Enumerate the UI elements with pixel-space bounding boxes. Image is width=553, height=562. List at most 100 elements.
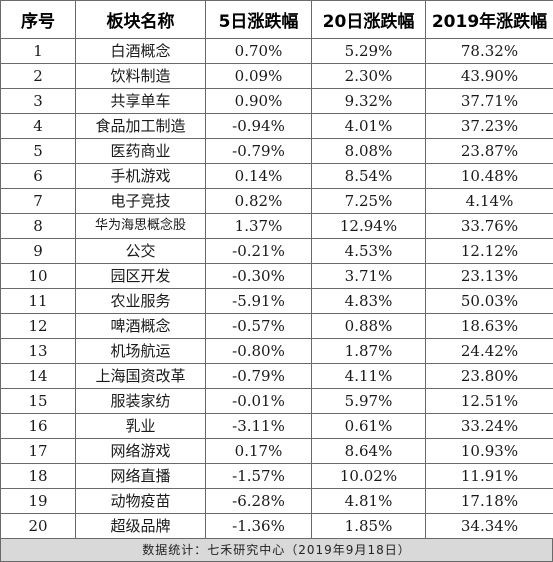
table-row: 6 手机游戏 0.14% 8.54% 10.48% [0, 163, 553, 189]
cell-index: 20 [0, 513, 76, 539]
cell-index: 2 [0, 63, 76, 89]
cell-sector: 手机游戏 [75, 163, 206, 189]
cell-sector: 服装家纺 [75, 388, 206, 414]
table-row: 4 食品加工制造 -0.94% 4.01% 37.23% [0, 113, 553, 139]
cell-change-2019: 12.12% [425, 238, 553, 264]
cell-change-2019: 12.51% [425, 388, 553, 414]
cell-change-5d: -1.36% [205, 513, 312, 539]
cell-change-5d: -0.30% [205, 263, 312, 289]
cell-sector: 乳业 [75, 413, 206, 439]
cell-sector: 网络直播 [75, 463, 206, 489]
cell-change-5d: 0.90% [205, 88, 312, 114]
cell-change-2019: 37.23% [425, 113, 553, 139]
cell-change-2019: 24.42% [425, 338, 553, 364]
cell-change-2019: 23.87% [425, 138, 553, 164]
header-index: 序号 [0, 0, 76, 39]
cell-index: 11 [0, 288, 76, 314]
cell-change-2019: 10.48% [425, 163, 553, 189]
header-change-20d: 20日涨跌幅 [311, 0, 426, 39]
cell-sector: 超级品牌 [75, 513, 206, 539]
cell-index: 15 [0, 388, 76, 414]
cell-change-5d: -0.21% [205, 238, 312, 264]
cell-change-2019: 50.03% [425, 288, 553, 314]
cell-change-2019: 23.13% [425, 263, 553, 289]
cell-change-2019: 43.90% [425, 63, 553, 89]
cell-change-2019: 78.32% [425, 38, 553, 64]
cell-index: 14 [0, 363, 76, 389]
cell-sector: 华为海思概念股 [75, 213, 206, 239]
table-row: 17 网络游戏 0.17% 8.64% 10.93% [0, 438, 553, 464]
header-sector: 板块名称 [75, 0, 206, 39]
cell-change-5d: 0.09% [205, 63, 312, 89]
cell-change-20d: 8.54% [311, 163, 426, 189]
cell-index: 7 [0, 188, 76, 214]
cell-change-5d: -1.57% [205, 463, 312, 489]
cell-change-20d: 8.08% [311, 138, 426, 164]
cell-index: 12 [0, 313, 76, 339]
cell-sector: 共享单车 [75, 88, 206, 114]
cell-index: 17 [0, 438, 76, 464]
cell-change-2019: 10.93% [425, 438, 553, 464]
cell-index: 8 [0, 213, 76, 239]
cell-change-5d: 0.17% [205, 438, 312, 464]
cell-change-2019: 11.91% [425, 463, 553, 489]
table-row: 18 网络直播 -1.57% 10.02% 11.91% [0, 463, 553, 489]
cell-sector: 食品加工制造 [75, 113, 206, 139]
cell-sector: 农业服务 [75, 288, 206, 314]
cell-change-20d: 2.30% [311, 63, 426, 89]
cell-sector: 园区开发 [75, 263, 206, 289]
header-change-2019: 2019年涨跌幅 [425, 0, 553, 39]
cell-change-5d: 0.82% [205, 188, 312, 214]
header-change-5d: 5日涨跌幅 [205, 0, 312, 39]
cell-sector: 机场航运 [75, 338, 206, 364]
cell-change-20d: 7.25% [311, 188, 426, 214]
cell-change-2019: 18.63% [425, 313, 553, 339]
cell-change-5d: -3.11% [205, 413, 312, 439]
cell-change-5d: -0.79% [205, 363, 312, 389]
cell-change-20d: 4.81% [311, 488, 426, 514]
data-source-note: 数据统计：七禾研究中心（2019年9月18日） [0, 539, 553, 562]
table-header: 序号 板块名称 5日涨跌幅 20日涨跌幅 2019年涨跌幅 [0, 0, 553, 39]
cell-change-20d: 4.11% [311, 363, 426, 389]
cell-change-5d: -6.28% [205, 488, 312, 514]
cell-change-20d: 9.32% [311, 88, 426, 114]
cell-change-2019: 4.14% [425, 188, 553, 214]
cell-sector: 网络游戏 [75, 438, 206, 464]
cell-index: 3 [0, 88, 76, 114]
cell-change-20d: 1.85% [311, 513, 426, 539]
table-row: 20 超级品牌 -1.36% 1.85% 34.34% [0, 513, 553, 539]
cell-index: 10 [0, 263, 76, 289]
cell-index: 9 [0, 238, 76, 264]
cell-change-5d: 0.14% [205, 163, 312, 189]
cell-sector: 电子竞技 [75, 188, 206, 214]
header-row: 序号 板块名称 5日涨跌幅 20日涨跌幅 2019年涨跌幅 [0, 0, 553, 39]
table-row: 5 医药商业 -0.79% 8.08% 23.87% [0, 138, 553, 164]
table-row: 19 动物疫苗 -6.28% 4.81% 17.18% [0, 488, 553, 514]
table-row: 7 电子竞技 0.82% 7.25% 4.14% [0, 188, 553, 214]
table-row: 9 公交 -0.21% 4.53% 12.12% [0, 238, 553, 264]
table-body: 1 白酒概念 0.70% 5.29% 78.32% 2 饮料制造 0.09% 2.30% 43.9… [0, 38, 553, 539]
cell-change-20d: 12.94% [311, 213, 426, 239]
cell-change-5d: -5.91% [205, 288, 312, 314]
cell-change-5d: 1.37% [205, 213, 312, 239]
table-row: 14 上海国资改革 -0.79% 4.11% 23.80% [0, 363, 553, 389]
cell-sector: 动物疫苗 [75, 488, 206, 514]
cell-index: 5 [0, 138, 76, 164]
cell-sector: 白酒概念 [75, 38, 206, 64]
table-row: 10 园区开发 -0.30% 3.71% 23.13% [0, 263, 553, 289]
cell-index: 18 [0, 463, 76, 489]
cell-change-2019: 34.34% [425, 513, 553, 539]
sector-performance-table: 序号 板块名称 5日涨跌幅 20日涨跌幅 2019年涨跌幅 1 白酒概念 0.70%… [0, 0, 553, 539]
cell-change-5d: -0.80% [205, 338, 312, 364]
cell-index: 4 [0, 113, 76, 139]
cell-change-20d: 0.61% [311, 413, 426, 439]
cell-sector: 医药商业 [75, 138, 206, 164]
cell-change-5d: -0.01% [205, 388, 312, 414]
cell-change-20d: 3.71% [311, 263, 426, 289]
table-row: 12 啤酒概念 -0.57% 0.88% 18.63% [0, 313, 553, 339]
cell-sector: 饮料制造 [75, 63, 206, 89]
table-row: 2 饮料制造 0.09% 2.30% 43.90% [0, 63, 553, 89]
cell-change-20d: 4.53% [311, 238, 426, 264]
cell-change-2019: 37.71% [425, 88, 553, 114]
cell-sector: 上海国资改革 [75, 363, 206, 389]
